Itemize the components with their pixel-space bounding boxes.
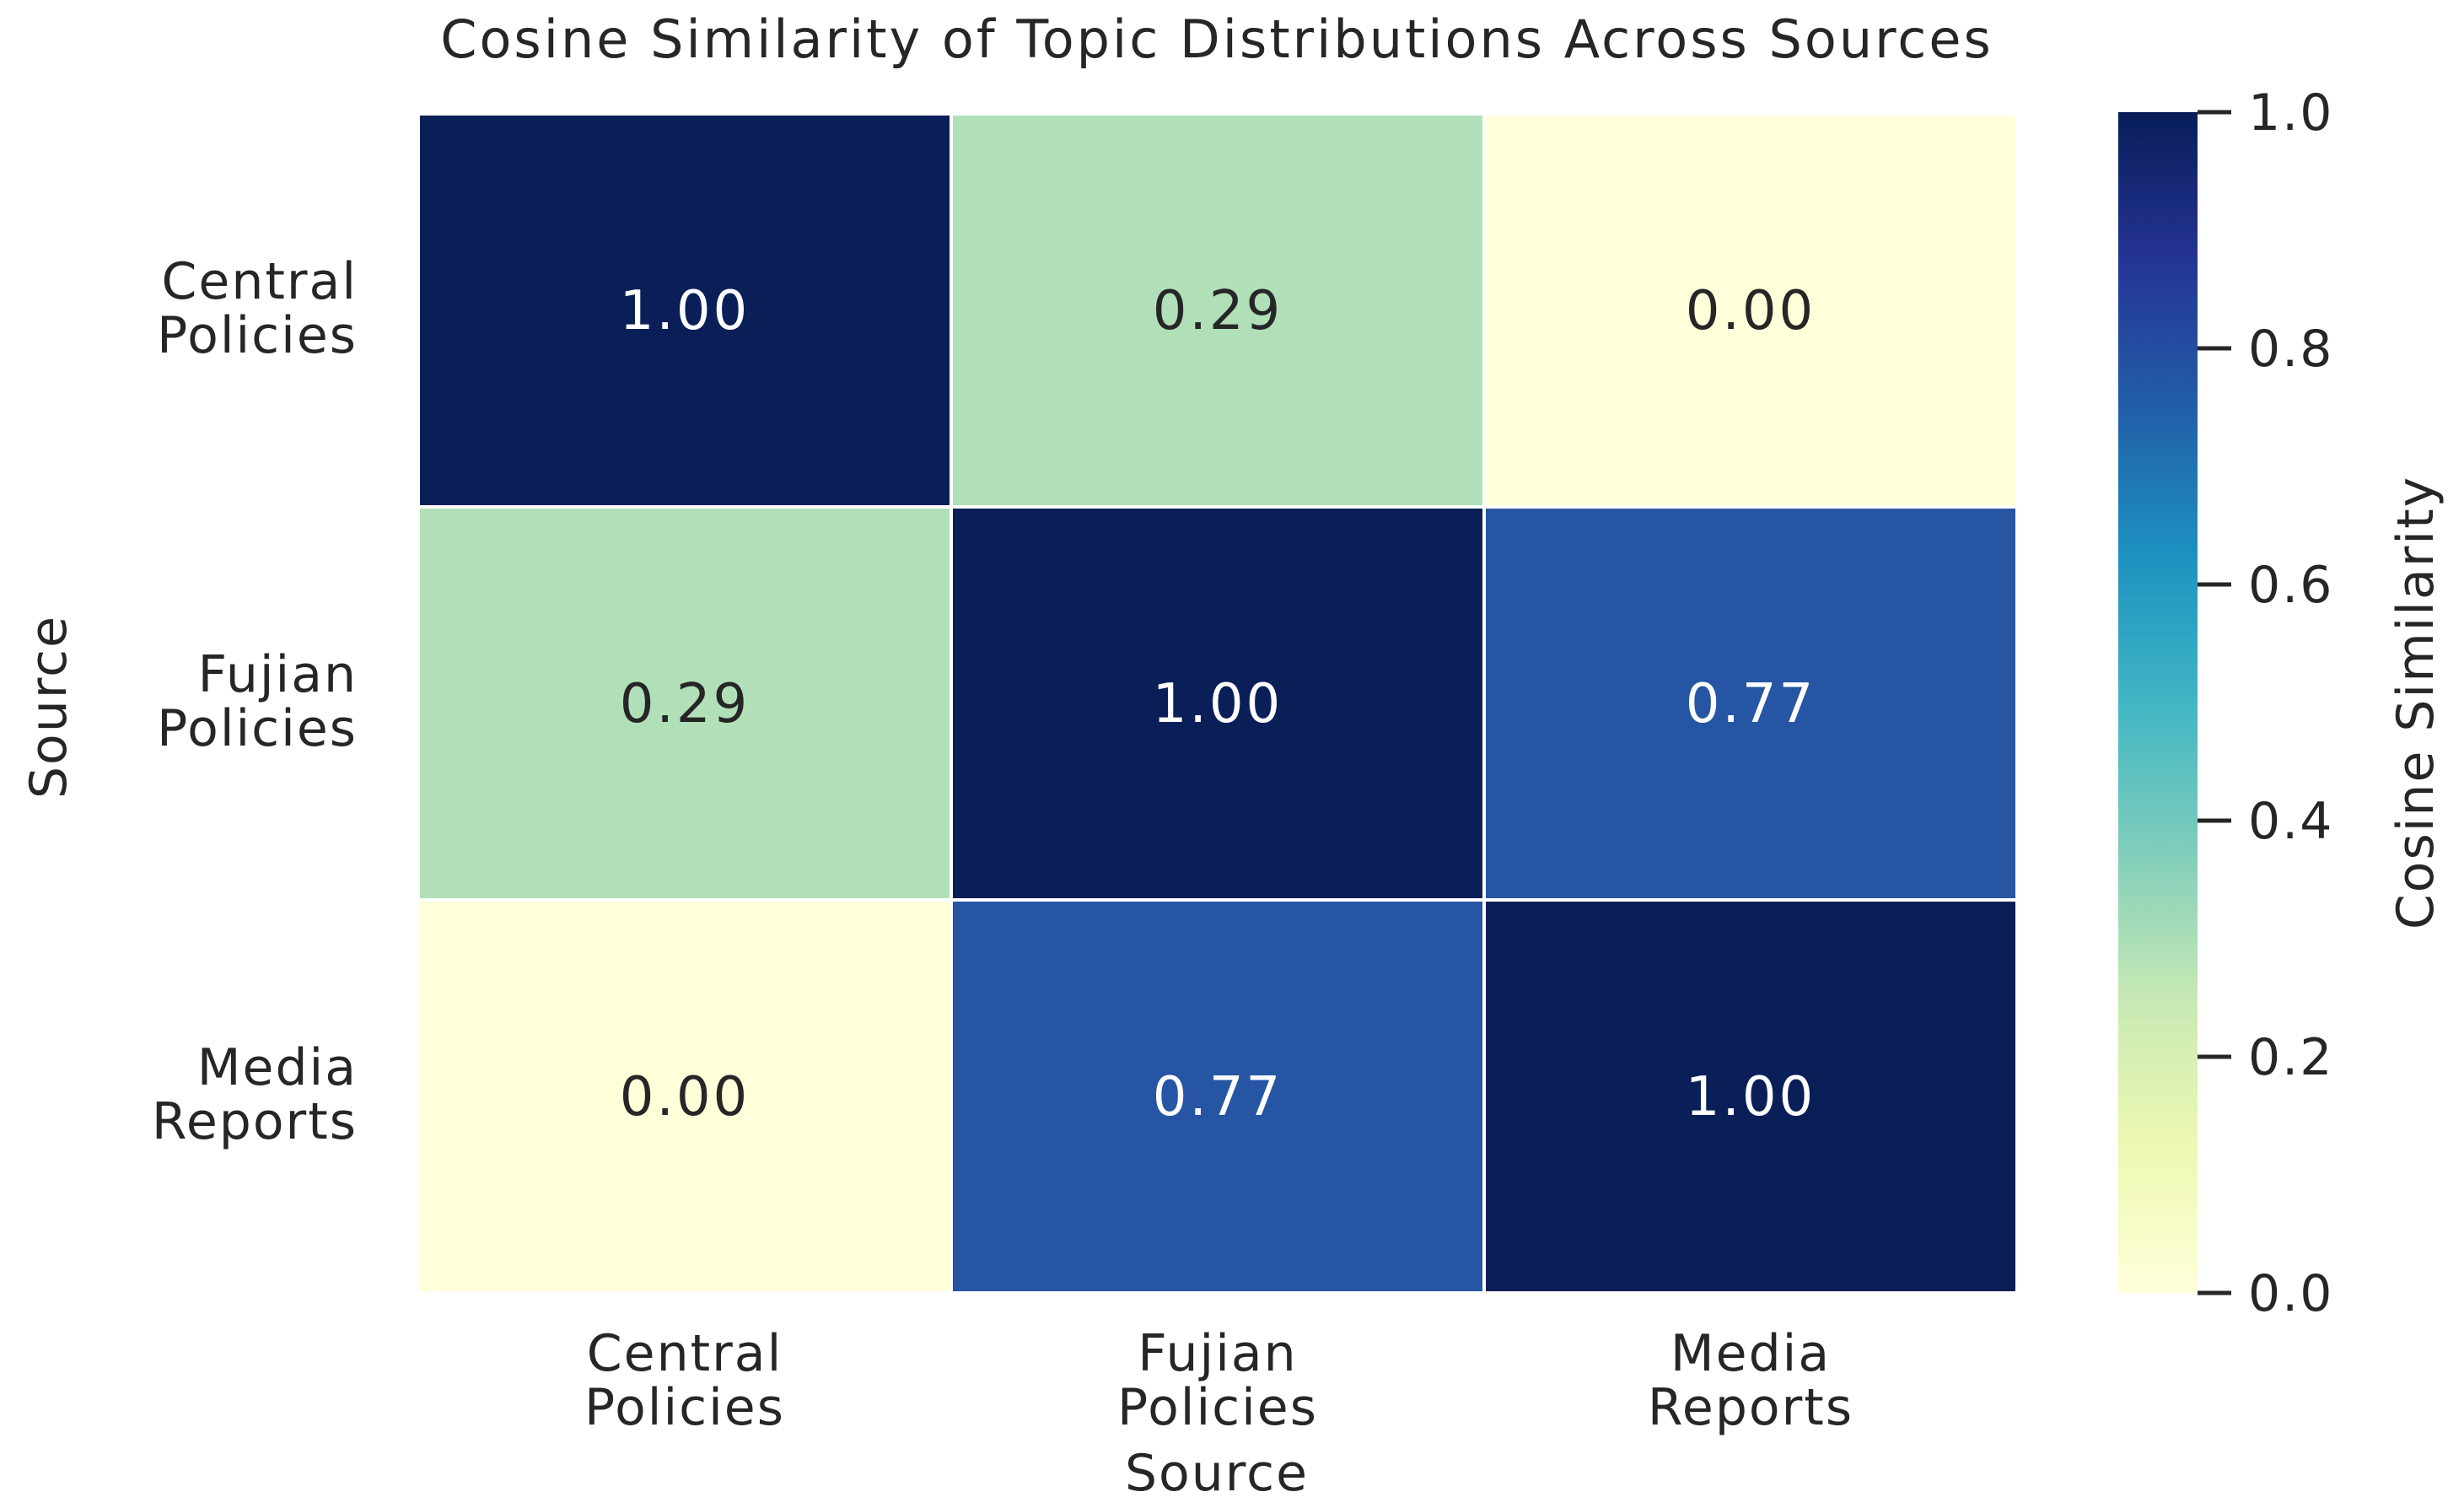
x-axis-label: Source: [1125, 1444, 1309, 1503]
colorbar-tick-label: 0.6: [2248, 556, 2333, 615]
colorbar-tick-label: 0.4: [2248, 792, 2333, 851]
y-tick-label: Media: [197, 1038, 358, 1097]
x-tick-labels: CentralPoliciesFujianPoliciesMediaReport…: [584, 1324, 1853, 1437]
heatmap-cells: [417, 112, 2019, 1295]
heatmap-cell-r1-c0: [417, 505, 953, 902]
cell-value-label: 0.29: [1153, 280, 1283, 342]
colorbar-ticks: 0.0 0.2 0.4 0.6 0.8 1.0: [2198, 83, 2333, 1323]
cell-value-label: 0.77: [1686, 673, 1816, 735]
chart-title: Cosine Similarity of Topic Distributions…: [440, 8, 1993, 70]
heatmap-cell-r2-c2: [1482, 898, 2019, 1295]
y-tick-label: Central: [162, 252, 358, 311]
x-tick-label: Fujian: [1138, 1324, 1297, 1383]
y-tick-label: Reports: [152, 1092, 358, 1151]
y-tick-labels: CentralPoliciesFujianPoliciesMediaReport…: [152, 252, 358, 1151]
colorbar: [2118, 112, 2198, 1293]
colorbar-tick-label: 0.0: [2248, 1264, 2333, 1323]
colorbar-label: Cosine Similarity: [2386, 476, 2445, 929]
cell-value-label: 1.00: [620, 280, 750, 342]
colorbar-tick-label: 1.0: [2248, 83, 2333, 143]
y-axis-label: Source: [19, 615, 78, 799]
heatmap-cell-r1-c1: [950, 505, 1486, 902]
heatmap-cell-r2-c1: [950, 898, 1486, 1295]
colorbar-tick-label: 0.8: [2248, 320, 2333, 379]
x-tick-label: Media: [1670, 1324, 1831, 1383]
cell-value-label: 0.29: [620, 673, 750, 735]
cell-value-label: 0.00: [1686, 280, 1816, 342]
y-tick-label: Policies: [157, 306, 358, 365]
heatmap-cell-r1-c2: [1482, 505, 2019, 902]
heatmap-cell-r0-c0: [417, 112, 953, 509]
heatmap-cell-r0-c1: [950, 112, 1486, 509]
heatmap-cell-r2-c0: [417, 898, 953, 1295]
cell-value-label: 0.00: [620, 1066, 750, 1128]
x-tick-label: Policies: [584, 1378, 785, 1437]
cell-value-label: 1.00: [1686, 1066, 1816, 1128]
y-tick-label: Fujian: [198, 645, 358, 704]
colorbar-tick-label: 0.2: [2248, 1028, 2333, 1087]
heatmap-cell-labels: 1.00 0.29 0.00 0.29 1.00 0.77 0.00 0.77 1.00: [620, 280, 1816, 1128]
y-tick-label: Policies: [157, 699, 358, 758]
heatmap-cell-r0-c2: [1482, 112, 2019, 509]
x-tick-label: Reports: [1648, 1378, 1853, 1437]
cell-value-label: 0.77: [1153, 1066, 1283, 1128]
cell-value-label: 1.00: [1153, 673, 1283, 735]
x-tick-label: Central: [587, 1324, 783, 1383]
x-tick-label: Policies: [1117, 1378, 1318, 1437]
